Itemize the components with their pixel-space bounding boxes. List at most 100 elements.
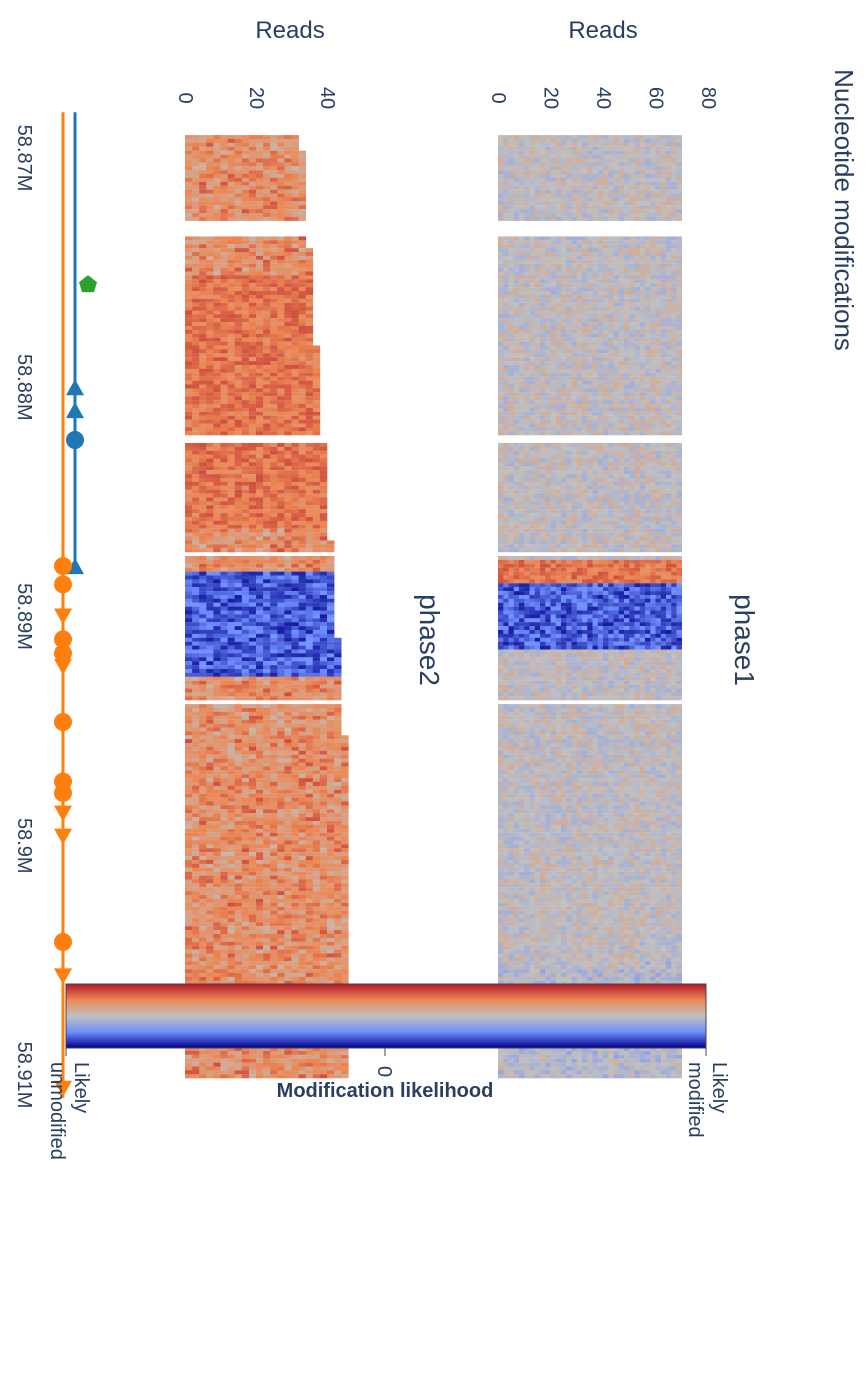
heatmap-cell [660, 255, 667, 260]
heatmap-cell [634, 419, 640, 424]
heatmap-cell [671, 213, 677, 217]
heatmap-cell [660, 372, 667, 377]
heatmap-cell [503, 669, 509, 673]
heatmap-cell [629, 649, 635, 654]
heatmap-cell [513, 489, 520, 494]
heatmap-cell [676, 170, 682, 175]
heatmap-cell [592, 579, 598, 584]
heatmap-cell [613, 509, 619, 514]
heatmap-cell [666, 591, 672, 596]
heatmap-cell [513, 458, 520, 463]
heatmap-cell [545, 470, 551, 475]
heatmap-cell [498, 633, 504, 638]
heatmap-cell [555, 528, 562, 533]
heatmap-cell [571, 361, 577, 366]
heatmap-cell [524, 252, 530, 256]
heatmap-cell [524, 583, 530, 588]
heatmap-cell [498, 637, 504, 642]
heatmap-cell [666, 279, 672, 284]
heatmap-cell [597, 528, 604, 533]
heatmap-cell [540, 146, 546, 151]
heatmap-cell [498, 150, 504, 155]
heatmap-cell [555, 193, 562, 198]
heatmap-cell [524, 337, 530, 342]
heatmap-cell [660, 181, 667, 186]
heatmap-cell [676, 571, 682, 576]
heatmap-cell [503, 283, 509, 288]
heatmap-cell [519, 517, 525, 521]
heatmap-cell [671, 216, 677, 221]
heatmap-cell [666, 404, 672, 408]
heatmap-cell [582, 213, 588, 217]
heatmap-cell [587, 485, 593, 490]
heatmap-cell [618, 505, 625, 510]
heatmap-cell [524, 696, 530, 701]
heatmap-cell [645, 255, 651, 260]
heatmap-cell [566, 213, 572, 217]
heatmap-cell [540, 259, 546, 264]
heatmap-cell [645, 669, 651, 673]
heatmap-cell [519, 466, 525, 471]
heatmap-cell [592, 380, 598, 385]
heatmap-cell [629, 680, 635, 685]
heatmap-cell [660, 688, 667, 693]
heatmap-cell [618, 610, 625, 615]
heatmap-cell [550, 407, 556, 412]
heatmap-cell [676, 411, 682, 416]
heatmap-cell [618, 688, 625, 693]
heatmap-cell [666, 602, 672, 607]
heatmap-cell [582, 329, 588, 334]
heatmap-cell [540, 606, 546, 611]
heatmap-cell [597, 680, 604, 685]
heatmap-cell [566, 372, 572, 377]
heatmap-cell [529, 349, 535, 354]
heatmap-cell [645, 193, 651, 198]
heatmap-cell [555, 443, 562, 447]
heatmap-cell [666, 365, 672, 369]
heatmap-cell [519, 571, 525, 576]
heatmap-cell [629, 135, 635, 140]
heatmap-cell [566, 637, 572, 642]
heatmap-cell [671, 637, 677, 642]
heatmap-cell [634, 279, 640, 284]
heatmap-cell [534, 205, 541, 210]
heatmap-cell [540, 450, 546, 455]
heatmap-cell [529, 177, 535, 182]
heatmap-cell [634, 349, 640, 354]
heatmap-cell [666, 431, 672, 436]
heatmap-cell [634, 567, 640, 572]
heatmap-cell [582, 466, 588, 471]
heatmap-cell [561, 349, 567, 354]
heatmap-cell [534, 536, 541, 541]
heatmap-cell [624, 688, 630, 693]
heatmap-cell [645, 696, 651, 701]
heatmap-cell [519, 365, 525, 369]
heatmap-cell [660, 185, 667, 190]
heatmap-cell [629, 279, 635, 284]
heatmap-cell [676, 708, 682, 712]
heatmap-cell [660, 244, 667, 249]
heatmap-cell [655, 158, 661, 163]
heatmap-cell [618, 462, 625, 467]
heatmap-cell [603, 669, 609, 673]
heatmap-cell [513, 450, 520, 455]
heatmap-cell [566, 275, 572, 280]
heatmap-cell [513, 536, 520, 541]
heatmap-cell [671, 404, 677, 408]
heatmap-cell [618, 287, 625, 292]
heatmap-cell [582, 676, 588, 681]
heatmap-cell [513, 641, 520, 646]
heatmap-cell [534, 610, 541, 615]
heatmap-cell [503, 540, 509, 545]
heatmap-cell [608, 271, 614, 276]
heatmap-cell [513, 509, 520, 514]
heatmap-cell [624, 388, 630, 393]
heatmap-cell [618, 466, 625, 471]
heatmap-cell [555, 536, 562, 541]
heatmap-cell [555, 201, 562, 206]
heatmap-cell [629, 349, 635, 354]
heatmap-cell [508, 291, 514, 295]
heatmap-cell [603, 353, 609, 358]
heatmap-cell [534, 353, 541, 358]
heatmap-cell [561, 715, 567, 720]
